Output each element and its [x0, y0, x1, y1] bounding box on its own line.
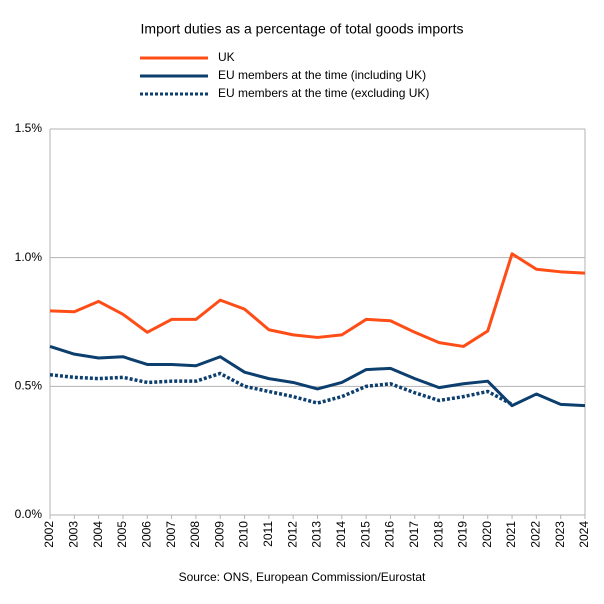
x-tick-label: 2020	[480, 521, 494, 548]
x-tick-label: 2019	[456, 521, 470, 548]
x-tick-label: 2012	[285, 521, 299, 548]
x-tick-label: 2005	[115, 521, 129, 548]
x-tick-label: 2018	[431, 521, 445, 548]
legend-label: UK	[218, 50, 235, 64]
chart-title: Import duties as a percentage of total g…	[141, 21, 464, 37]
x-tick-label: 2023	[553, 521, 567, 548]
series-line	[49, 345, 586, 408]
legend-label: EU members at the time (excluding UK)	[218, 86, 429, 100]
x-tick-label: 2010	[237, 521, 251, 548]
series-line	[49, 252, 586, 348]
x-tick-label: 2017	[407, 521, 421, 548]
x-tick-label: 2007	[164, 521, 178, 548]
y-tick-label: 0.0%	[15, 507, 43, 521]
x-tick-label: 2014	[334, 521, 348, 548]
x-tick-label: 2002	[42, 521, 56, 548]
x-tick-label: 2003	[66, 521, 80, 548]
series-line	[49, 371, 513, 406]
source-note: Source: ONS, European Commission/Eurosta…	[179, 570, 426, 584]
legend-label: EU members at the time (including UK)	[218, 68, 426, 82]
x-tick-label: 2011	[261, 521, 275, 547]
y-tick-label: 1.0%	[15, 250, 43, 264]
x-tick-label: 2016	[383, 521, 397, 548]
y-tick-label: 1.5%	[15, 121, 43, 135]
x-tick-label: 2015	[358, 521, 372, 548]
x-tick-label: 2022	[529, 521, 543, 548]
x-tick-label: 2024	[577, 521, 591, 548]
y-tick-label: 0.5%	[15, 379, 43, 393]
x-tick-label: 2008	[188, 521, 202, 548]
x-tick-label: 2013	[310, 521, 324, 548]
x-tick-label: 2004	[91, 521, 105, 548]
x-tick-label: 2021	[504, 521, 518, 548]
x-tick-label: 2006	[139, 521, 153, 548]
x-tick-label: 2009	[212, 521, 226, 548]
